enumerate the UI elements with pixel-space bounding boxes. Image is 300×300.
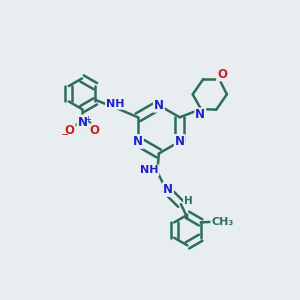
Text: N: N <box>78 116 88 128</box>
Text: −: − <box>61 130 69 140</box>
Text: H: H <box>184 196 193 206</box>
Text: O: O <box>89 124 99 137</box>
Text: NH: NH <box>106 99 124 109</box>
Text: N: N <box>195 109 206 122</box>
Text: O: O <box>217 68 227 80</box>
Text: N: N <box>175 135 185 148</box>
Text: N: N <box>154 99 164 112</box>
Text: CH₃: CH₃ <box>211 217 234 227</box>
Text: +: + <box>84 115 91 124</box>
Text: N: N <box>133 135 143 148</box>
Text: O: O <box>64 124 75 137</box>
Text: N: N <box>163 183 173 196</box>
Text: NH: NH <box>140 165 158 175</box>
